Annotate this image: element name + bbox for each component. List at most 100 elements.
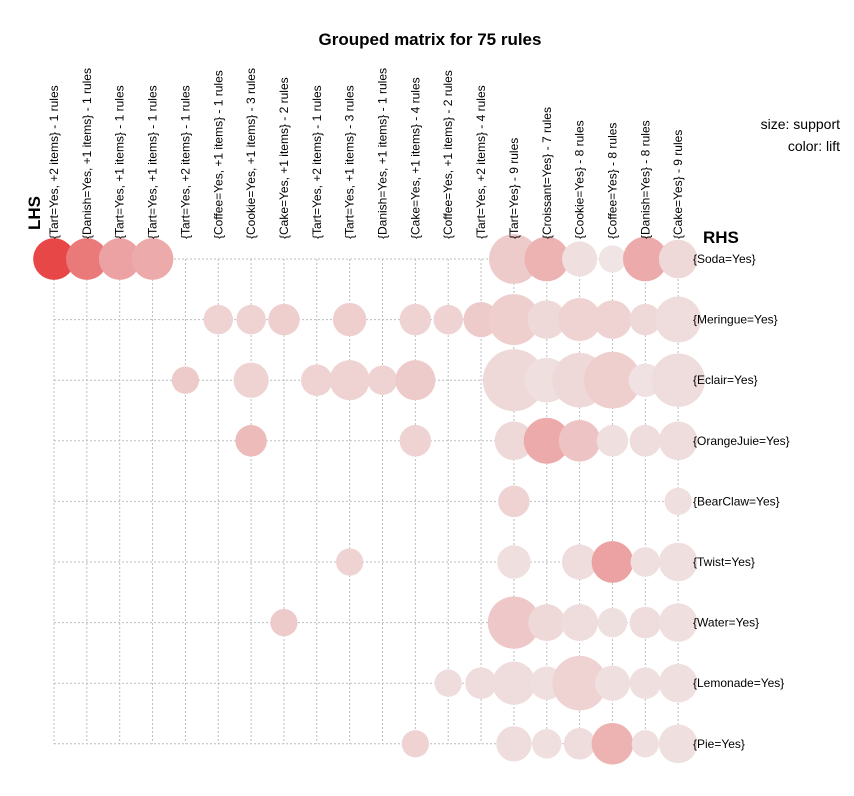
lhs-group-label: {Cake=Yes} - 9 rules <box>671 130 685 239</box>
rhs-item-label: {Soda=Yes} <box>693 252 756 266</box>
rhs-item-label: {BearClaw=Yes} <box>693 494 780 508</box>
rule-bubble <box>561 241 598 277</box>
rule-bubble <box>629 606 662 639</box>
rule-bubble <box>630 547 661 577</box>
rule-bubble <box>658 663 698 703</box>
rule-bubble <box>434 669 462 697</box>
lhs-axis-title: LHS <box>25 196 44 230</box>
rule-bubble <box>463 301 499 338</box>
rule-bubble <box>584 351 641 409</box>
rule-bubble <box>496 726 532 762</box>
rule-bubble <box>594 665 631 701</box>
rule-bubble <box>98 238 141 280</box>
rhs-item-label: {OrangeJuie=Yes} <box>693 434 790 448</box>
lhs-group-label: {Tart=Yes, +1 items} - 3 rules <box>343 85 357 239</box>
rule-bubble <box>593 300 632 339</box>
rule-bubble <box>664 487 692 516</box>
legend-size-label: size: support <box>761 116 840 132</box>
rule-bubble <box>235 425 267 457</box>
lhs-group-label: {Danish=Yes} - 8 rules <box>638 120 652 239</box>
rule-bubble <box>629 303 662 336</box>
lhs-group-label: {Tart=Yes, +2 items} - 1 rules <box>310 85 324 239</box>
lhs-labels: {Tart=Yes, +2 items} - 1 rules {Danish=Ye… <box>47 68 685 239</box>
rule-bubble <box>591 722 634 765</box>
rule-bubble <box>399 303 432 336</box>
rhs-item-label: {Pie=Yes} <box>693 737 745 751</box>
rule-bubble <box>561 604 599 642</box>
rule-bubble <box>655 296 702 343</box>
rule-bubble <box>623 236 668 282</box>
rhs-item-label: {Eclair=Yes} <box>693 373 758 387</box>
rule-bubble <box>552 655 607 711</box>
rule-bubble <box>598 245 627 273</box>
rhs-item-label: {Meringue=Yes} <box>693 313 778 327</box>
rhs-item-label: {Water=Yes} <box>693 616 759 630</box>
rhs-axis-title: RHS <box>703 228 739 247</box>
rule-bubble <box>131 238 174 280</box>
rule-bubble <box>658 542 698 582</box>
rule-bubble <box>523 417 570 464</box>
lhs-group-label: {Coffee=Yes} - 8 rules <box>605 123 619 239</box>
lhs-group-label: {Tart=Yes, +1 items} - 1 rules <box>146 85 160 239</box>
rule-bubble <box>497 545 531 579</box>
rule-bubble <box>367 365 398 395</box>
rule-bubble <box>395 360 436 401</box>
rule-bubble <box>658 724 698 764</box>
rule-bubble <box>494 421 534 461</box>
rule-bubble <box>401 730 429 758</box>
rule-bubble <box>629 425 662 457</box>
lhs-group-label: {Danish=Yes, +1 items} - 1 rules <box>376 68 390 239</box>
rule-bubble <box>270 608 298 637</box>
rule-bubble <box>658 421 698 461</box>
rule-bubble <box>433 304 463 335</box>
rule-bubble <box>489 234 539 284</box>
lhs-group-label: {Danish=Yes, +1 items} - 1 rules <box>80 68 94 239</box>
rule-bubble <box>651 353 705 407</box>
rule-bubble <box>591 541 634 583</box>
lhs-group-label: {Tart=Yes} - 9 rules <box>507 138 521 239</box>
rhs-labels: {Soda=Yes} {Meringue=Yes} {Eclair=Yes} {Ora… <box>693 252 790 751</box>
rule-bubble <box>332 302 367 337</box>
rule-bubble <box>558 298 602 342</box>
lhs-group-label: {Tart=Yes, +2 items} - 1 rules <box>178 85 192 239</box>
rule-bubble <box>203 304 233 335</box>
rule-bubble <box>492 661 536 705</box>
lhs-group-label: {Cake=Yes, +1 items} - 2 rules <box>277 77 291 239</box>
rule-bubble <box>558 419 601 462</box>
rule-bubble <box>532 729 562 759</box>
rule-bubble <box>465 667 497 699</box>
bubble-layer <box>33 234 705 765</box>
rule-bubble <box>629 667 662 699</box>
rule-bubble <box>301 364 333 396</box>
lhs-group-label: {Tart=Yes, +2 items} - 1 rules <box>47 85 61 239</box>
rule-bubble <box>171 366 200 394</box>
rule-bubble <box>482 349 545 412</box>
rule-bubble <box>527 300 567 339</box>
rule-bubble <box>487 596 541 649</box>
legend-color-label: color: lift <box>788 138 840 154</box>
rule-bubble <box>597 607 628 638</box>
lhs-group-label: {Croissant=Yes} - 7 rules <box>540 107 554 239</box>
lhs-group-label: {Tart=Yes, +2 items} - 4 rules <box>474 85 488 239</box>
rule-bubble <box>336 548 364 576</box>
rule-bubble <box>524 236 570 282</box>
rule-bubble <box>66 238 108 280</box>
rule-bubble <box>658 239 698 279</box>
rule-bubble <box>236 304 266 335</box>
rule-bubble <box>658 603 698 642</box>
lhs-group-label: {Cookie=Yes, +1 items} - 3 rules <box>244 68 258 239</box>
rule-bubble <box>399 425 432 457</box>
rule-bubble <box>268 303 300 336</box>
rule-bubble <box>563 728 596 760</box>
rule-bubble <box>528 604 566 642</box>
rule-bubble <box>596 425 629 457</box>
lhs-group-label: {Coffee=Yes, +1 items} - 1 rules <box>211 70 225 239</box>
rhs-item-label: {Twist=Yes} <box>693 555 755 569</box>
rhs-item-label: {Lemonade=Yes} <box>693 676 784 690</box>
rule-bubble <box>329 360 370 401</box>
rule-bubble <box>498 485 530 518</box>
rule-bubble <box>488 294 540 346</box>
lhs-group-label: {Coffee=Yes, +1 items} - 2 rules <box>441 70 455 239</box>
rule-bubble <box>631 730 659 758</box>
